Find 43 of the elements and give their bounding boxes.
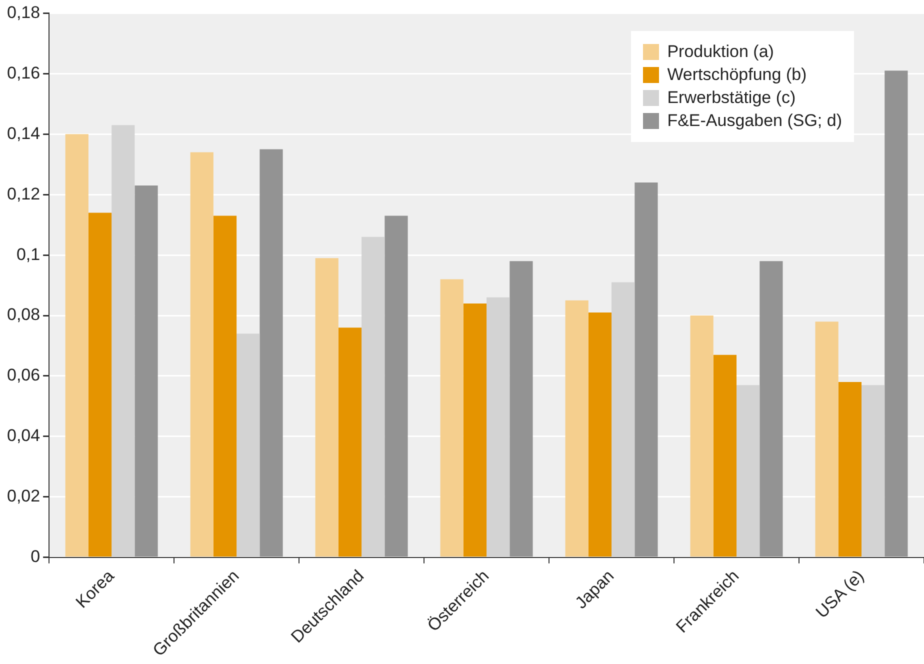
legend-label: F&E-Ausgaben (SG; d) (667, 111, 842, 132)
bar (713, 354, 737, 557)
bar (65, 134, 88, 557)
y-tick-label: 0,16 (6, 63, 40, 82)
bar (213, 216, 237, 557)
bar (760, 261, 783, 557)
bar (588, 312, 612, 557)
y-tick-label: 0,14 (6, 124, 40, 143)
bar (88, 212, 112, 557)
bar (362, 236, 385, 557)
y-tick-label: 0 (30, 547, 40, 566)
bar (690, 316, 714, 557)
bar (486, 297, 510, 557)
bar (440, 279, 464, 557)
y-tick-label: 0,06 (6, 366, 40, 385)
bar (134, 186, 158, 557)
bar (884, 70, 908, 557)
legend-label: Produktion (a) (667, 42, 774, 62)
bar (260, 149, 283, 557)
legend-label: Erwerbstätige (c) (667, 88, 796, 108)
bar (112, 125, 135, 557)
bar (612, 282, 635, 557)
y-tick-label: 0,18 (6, 2, 40, 22)
x-tick-label: USA (e) (812, 566, 868, 622)
bar (190, 152, 214, 557)
bar (315, 258, 338, 557)
y-tick-label: 0,12 (6, 184, 40, 204)
bar (338, 328, 362, 557)
y-tick-label: 0,04 (6, 426, 40, 446)
bar (634, 182, 658, 557)
bar (815, 322, 838, 557)
legend-label: Wertschöpfung (b) (667, 65, 807, 86)
bar (384, 216, 408, 557)
bar (565, 300, 588, 557)
bar (510, 261, 533, 557)
y-tick-label: 0,02 (6, 486, 40, 506)
y-tick-label: 0,1 (16, 244, 40, 264)
bar (862, 385, 885, 557)
bar (736, 385, 760, 557)
bar (838, 382, 862, 557)
y-tick-label: 0,08 (6, 305, 40, 324)
bar (236, 334, 260, 557)
bar (463, 303, 487, 557)
